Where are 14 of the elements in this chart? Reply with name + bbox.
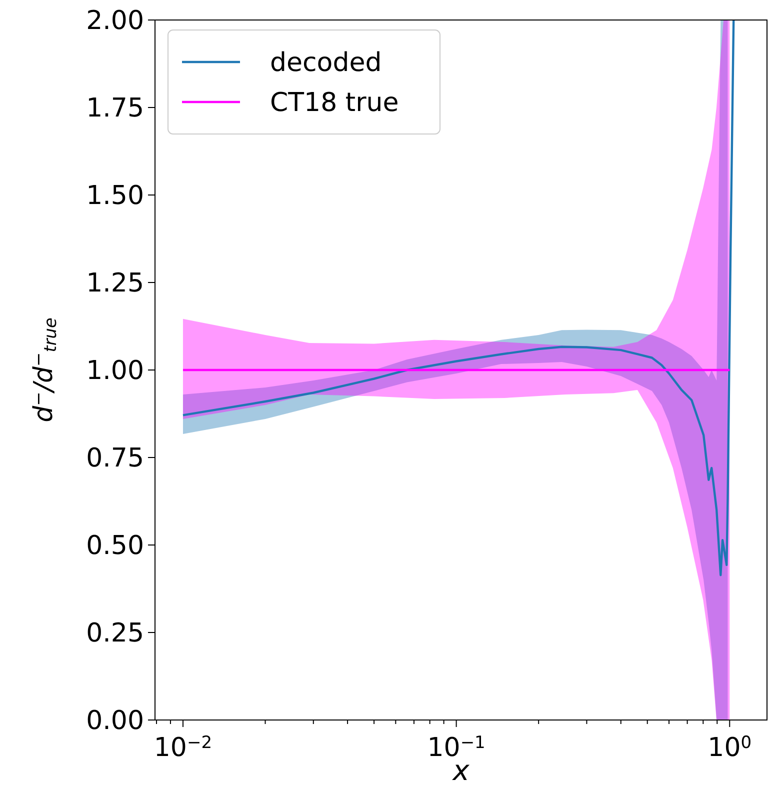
y-tick-label: 1.50 bbox=[86, 181, 144, 211]
x-tick-label: 10$^{−1}$ bbox=[427, 733, 486, 763]
y-tick-label: 2.00 bbox=[86, 6, 144, 36]
y-tick-label: 1.25 bbox=[86, 268, 144, 298]
legend-label: decoded bbox=[270, 48, 382, 78]
y-tick-label: 0.25 bbox=[86, 618, 144, 648]
x-tick-label: 10$^{−2}$ bbox=[154, 733, 212, 763]
y-tick-label: 0.75 bbox=[86, 444, 144, 474]
y-tick-label: 0.00 bbox=[86, 706, 144, 736]
y-tick-label: 1.75 bbox=[86, 94, 144, 124]
legend-label: CT18 true bbox=[270, 88, 399, 118]
x-tick-label: 10$^{0}$ bbox=[708, 733, 752, 763]
y-tick-label: 1.00 bbox=[86, 356, 144, 386]
y-tick-label: 0.50 bbox=[86, 531, 144, 561]
